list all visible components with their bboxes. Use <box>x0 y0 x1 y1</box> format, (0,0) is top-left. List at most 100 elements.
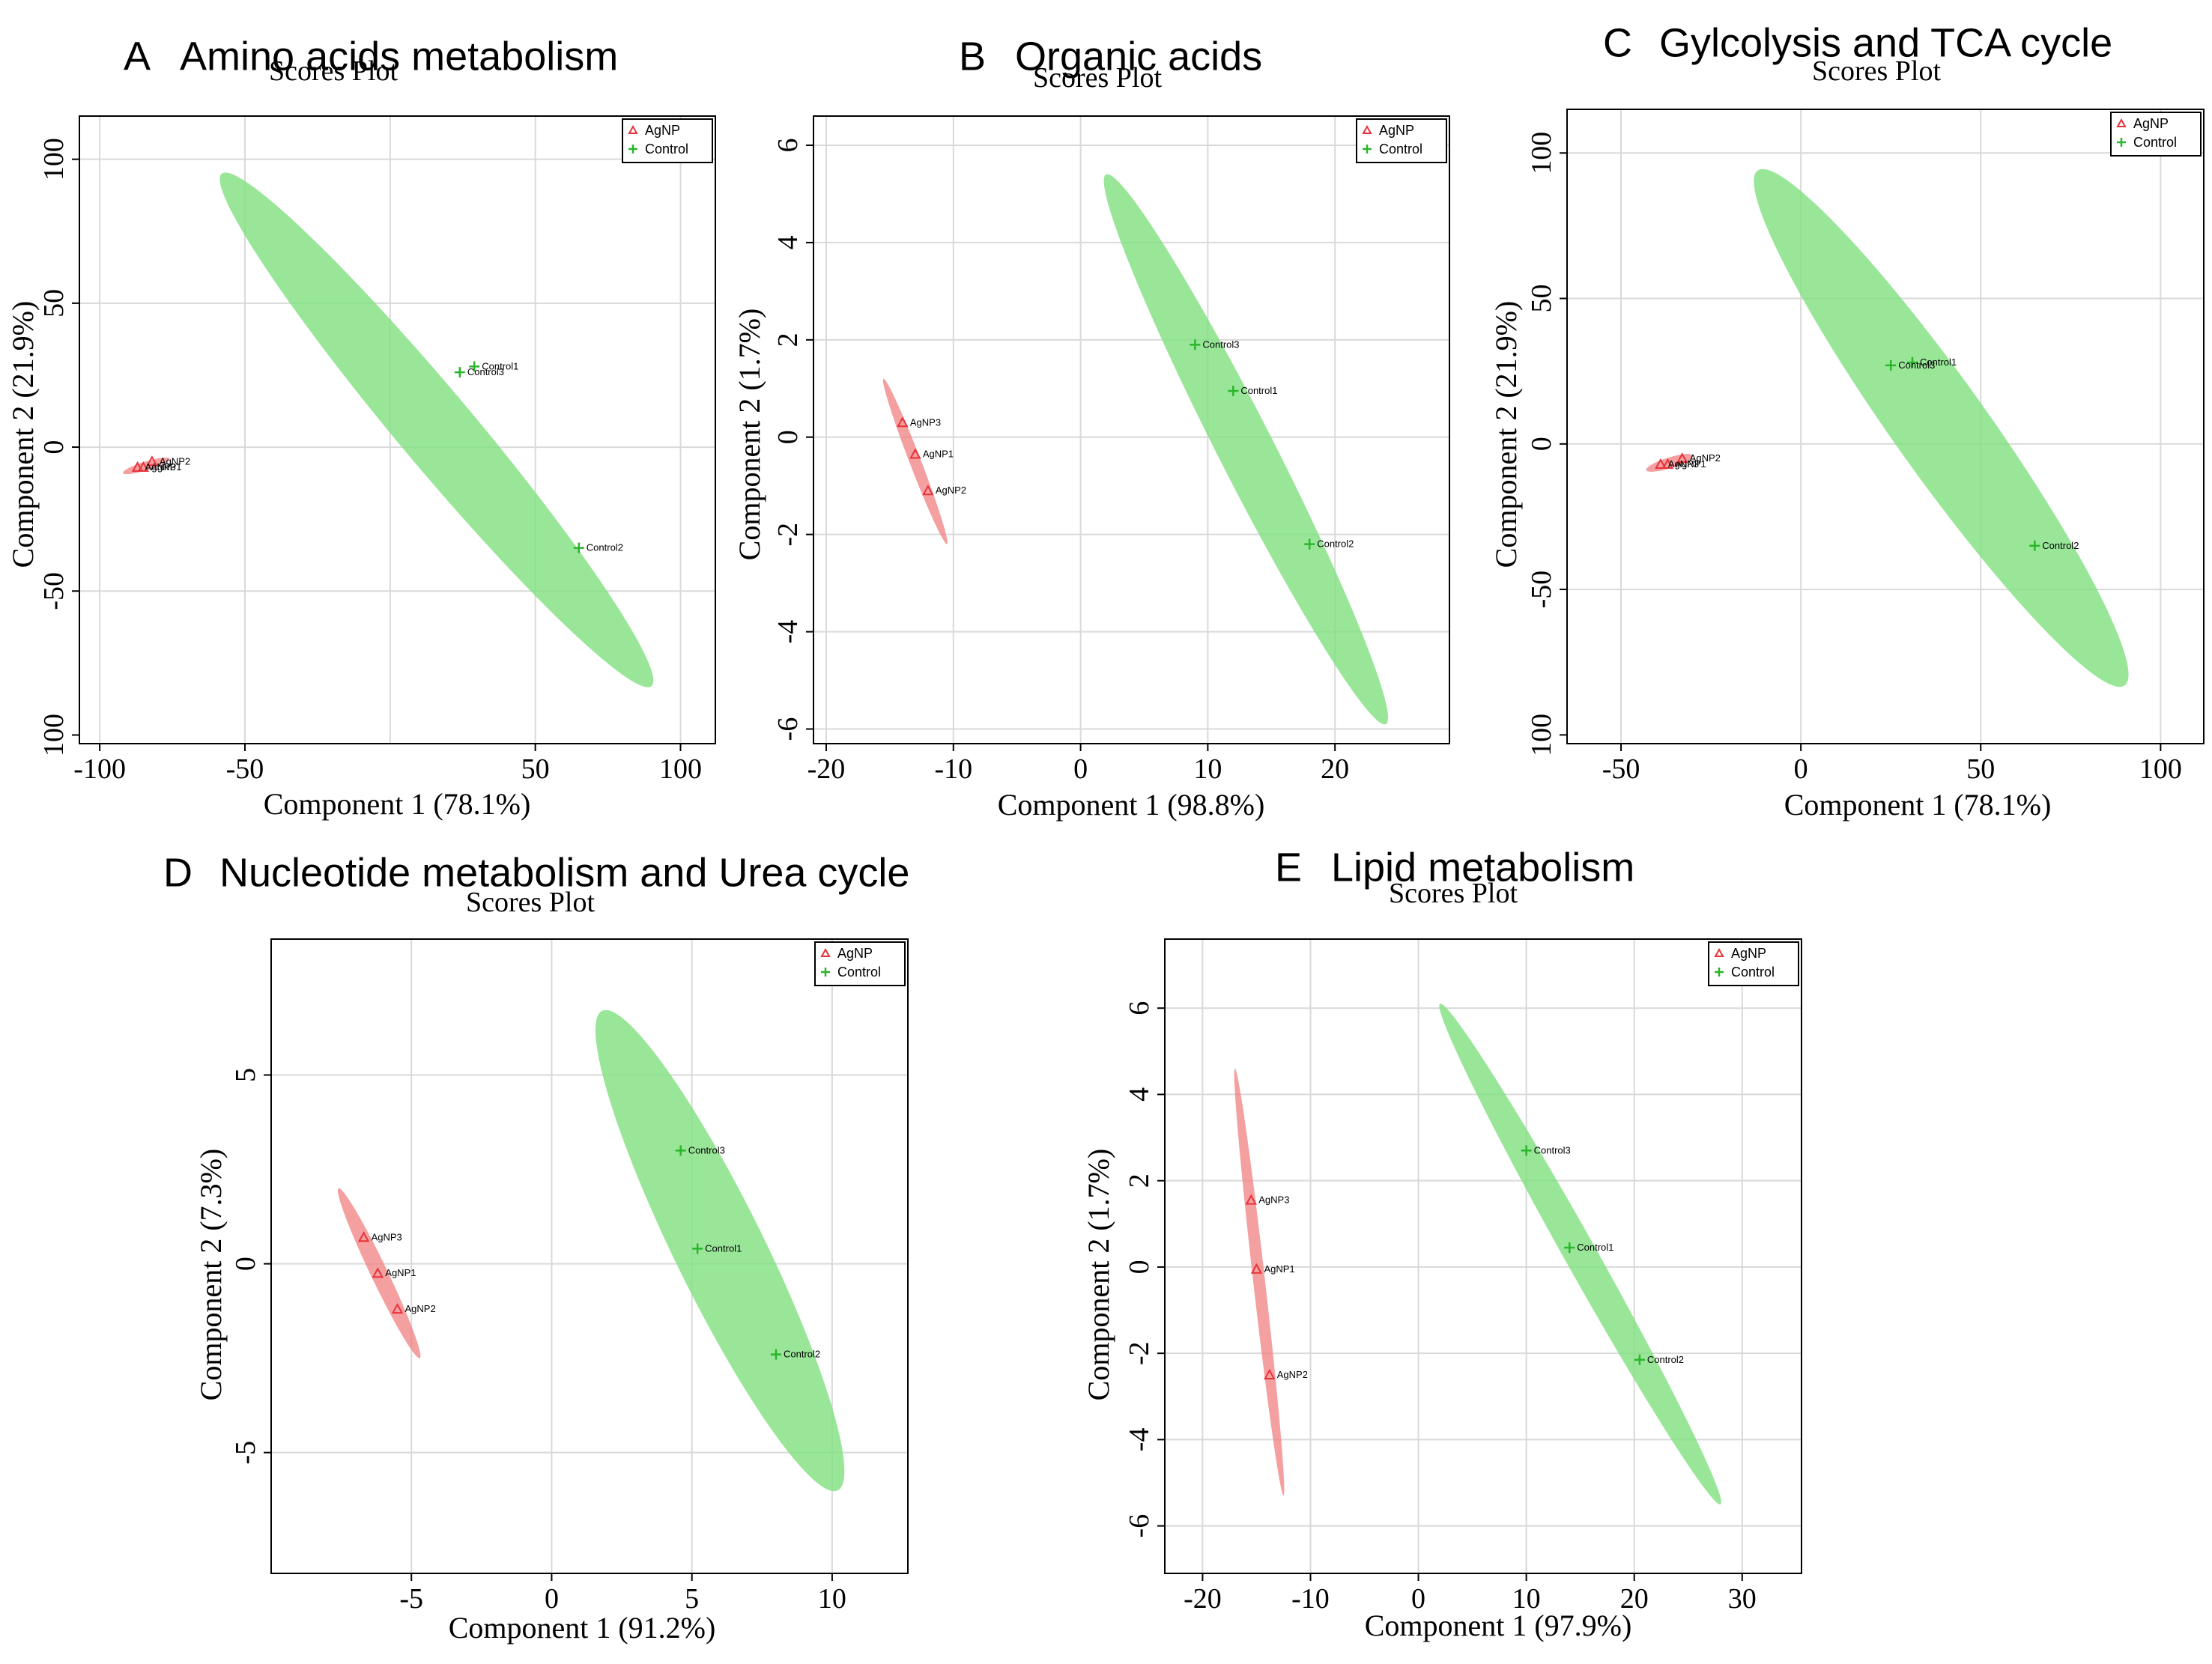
control-point-marker <box>454 367 465 378</box>
legend-agnp-label: AgNP <box>1379 123 1414 138</box>
y-tick-label: 0 <box>772 430 804 444</box>
x-tick-label: -50 <box>1602 753 1640 785</box>
y-axis-label: Component 2 (21.9%) <box>1489 301 1523 568</box>
point-label: Control2 <box>587 542 623 553</box>
x-tick-label: 0 <box>1411 1583 1425 1615</box>
legend-box <box>1708 941 1799 986</box>
panel-title: Amino acids metabolism <box>180 34 618 79</box>
point-label: AgNP3 <box>910 416 941 428</box>
legend-box <box>814 941 906 986</box>
legend-control-label: Control <box>1379 142 1422 157</box>
point-label: AgNP1 <box>1675 458 1706 470</box>
agnp-confidence-ellipse <box>337 1188 421 1358</box>
plot-title: Scores Plot <box>1812 55 1942 87</box>
point-label: Control1 <box>1577 1242 1613 1253</box>
agnp-point-marker <box>1661 458 1674 470</box>
agnp-point-marker <box>146 455 158 467</box>
panel-title: Nucleotide metabolism and Urea cycle <box>219 850 909 895</box>
y-tick-label: 100 <box>1526 132 1557 174</box>
x-axis-label: Component 1 (97.9%) <box>1365 1609 1632 1642</box>
legend-box <box>1356 118 1447 163</box>
point-label: Control2 <box>2042 540 2079 551</box>
y-tick-label: 50 <box>38 289 70 318</box>
agnp-point-marker <box>131 461 144 472</box>
panel-letter: D <box>163 850 193 895</box>
legend: AgNP Control <box>1708 941 1799 986</box>
y-tick-label: 100 <box>38 138 70 180</box>
legend: AgNP Control <box>622 118 713 163</box>
plot-frame <box>813 115 1450 744</box>
plot-title: Scores Plot <box>1389 878 1518 909</box>
x-tick-label: 0 <box>1073 753 1088 785</box>
x-axis-label: Component 1 (98.8%) <box>998 788 1265 822</box>
x-tick-label: -20 <box>1184 1583 1222 1615</box>
control-confidence-ellipse <box>1103 174 1389 725</box>
legend-control-icon <box>628 145 637 154</box>
legend: AgNP Control <box>2110 112 2202 157</box>
plot-frame <box>270 938 909 1574</box>
agnp-confidence-ellipse <box>882 378 948 544</box>
plot-title: Scores Plot <box>466 887 596 918</box>
legend: AgNP Control <box>1356 118 1447 163</box>
y-tick-label: 4 <box>772 235 804 249</box>
legend-agnp-icon <box>820 947 831 957</box>
y-tick-label: 2 <box>1124 1173 1155 1188</box>
legend-box <box>2110 112 2202 157</box>
agnp-point-marker <box>1245 1194 1257 1205</box>
legend-control-label: Control <box>2133 135 2177 150</box>
control-point-marker <box>1907 357 1918 368</box>
panel-letter: E <box>1275 845 1302 890</box>
point-label: AgNP2 <box>1690 452 1721 464</box>
control-confidence-ellipse <box>1439 1003 1721 1504</box>
control-point-marker <box>1228 386 1239 397</box>
legend-control-label: Control <box>837 965 881 980</box>
point-label: AgNP2 <box>936 485 966 496</box>
y-tick-label: 6 <box>772 138 804 152</box>
panel-letter: B <box>959 34 986 79</box>
y-tick-label: 0 <box>1124 1260 1155 1274</box>
panel-letter: A <box>124 34 151 79</box>
control-point-marker <box>469 361 480 372</box>
point-label: Control2 <box>1317 538 1354 550</box>
y-tick-label: 0 <box>1526 437 1557 451</box>
control-point-marker <box>692 1243 703 1254</box>
point-label: AgNP3 <box>1668 458 1699 470</box>
y-tick-label: -2 <box>772 523 804 547</box>
x-axis-label: Component 1 (78.1%) <box>1784 788 2052 822</box>
agnp-point-marker <box>1250 1263 1263 1274</box>
y-tick-label: 2 <box>772 333 804 347</box>
panel-title: Gylcolysis and TCA cycle <box>1659 20 2112 65</box>
x-tick-label: 20 <box>1620 1583 1649 1615</box>
control-point-marker <box>1634 1354 1645 1365</box>
x-axis-label: Component 1 (78.1%) <box>264 787 531 821</box>
control-point-marker <box>1564 1242 1575 1253</box>
y-tick-label: -50 <box>38 572 70 610</box>
legend-control-icon <box>821 968 830 977</box>
point-label: Control1 <box>482 360 518 371</box>
plot-frame <box>79 115 716 744</box>
point-label: AgNP2 <box>405 1303 436 1314</box>
x-tick-label: 0 <box>545 1583 559 1615</box>
x-tick-label: 100 <box>659 753 702 785</box>
y-axis-label: Component 2 (21.9%) <box>6 301 40 568</box>
plot-frame <box>1566 109 2205 744</box>
legend-control-label: Control <box>1731 965 1775 980</box>
y-tick-label: 50 <box>1526 285 1557 313</box>
x-tick-label: -100 <box>73 753 126 785</box>
x-tick-label: 10 <box>818 1583 846 1615</box>
agnp-point-marker <box>357 1231 370 1242</box>
point-label: Control3 <box>1202 338 1239 350</box>
point-label: AgNP2 <box>160 455 190 467</box>
plot-frame <box>1164 938 1802 1574</box>
control-confidence-ellipse <box>595 1009 845 1492</box>
agnp-point-marker <box>909 448 921 459</box>
point-label: Control3 <box>688 1144 725 1156</box>
y-tick-label: 0 <box>230 1257 261 1271</box>
legend-control-label: Control <box>645 142 688 157</box>
x-tick-label: -20 <box>807 753 846 785</box>
agnp-confidence-ellipse <box>123 457 170 475</box>
control-point-marker <box>1190 339 1201 350</box>
